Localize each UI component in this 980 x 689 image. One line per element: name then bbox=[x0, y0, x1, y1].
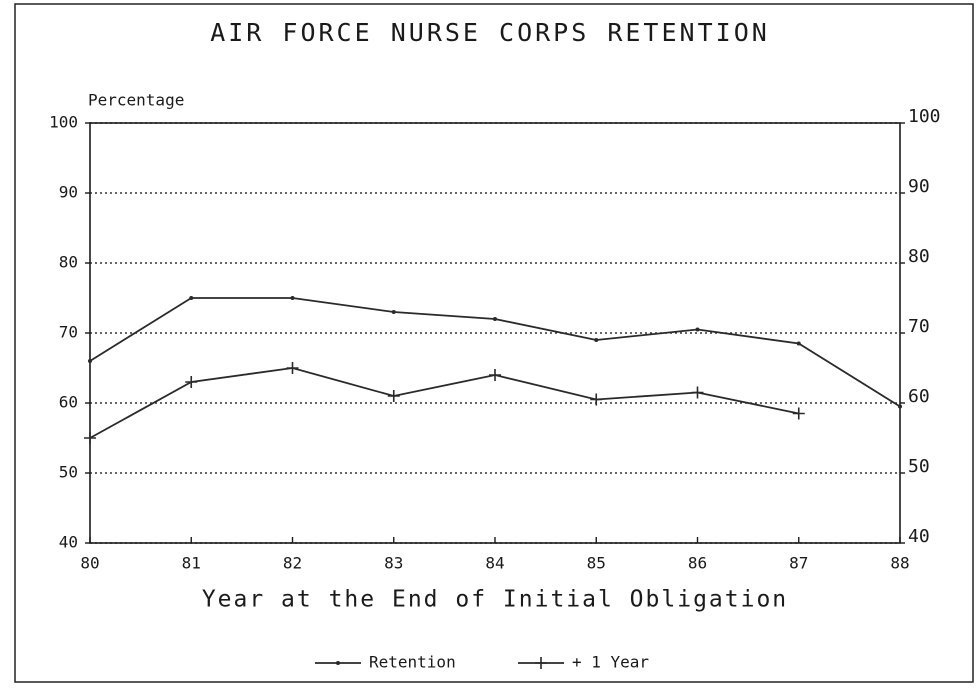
x-tick-label: 87 bbox=[789, 554, 808, 573]
y2-tick-label: 80 bbox=[908, 246, 930, 267]
marker bbox=[391, 310, 396, 314]
series-line bbox=[89, 367, 799, 439]
x-tick-label: 82 bbox=[283, 554, 302, 573]
marker bbox=[489, 369, 501, 381]
y2-tick-label: 60 bbox=[908, 386, 930, 407]
y2-tick-label: 70 bbox=[908, 316, 930, 337]
y2-tick-label: 100 bbox=[908, 106, 941, 127]
marker bbox=[493, 317, 497, 321]
legend-marker bbox=[336, 661, 340, 665]
marker bbox=[898, 404, 902, 409]
chart-title: AIR FORCE NURSE CORPS RETENTION bbox=[210, 18, 770, 47]
marker bbox=[88, 359, 92, 363]
y-tick-label: 80 bbox=[59, 253, 78, 272]
x-tick-label: 88 bbox=[890, 554, 909, 573]
y-tick-label: 100 bbox=[49, 113, 78, 132]
x-tick-label: 83 bbox=[384, 554, 403, 573]
legend-label: + 1 Year bbox=[572, 653, 649, 672]
x-tick-label: 85 bbox=[587, 554, 606, 573]
legend-marker bbox=[535, 657, 547, 669]
marker bbox=[792, 407, 805, 420]
marker bbox=[691, 386, 704, 399]
x-tick-label: 84 bbox=[485, 554, 504, 573]
legend-label: Retention bbox=[369, 653, 456, 672]
marker bbox=[590, 393, 603, 406]
marker bbox=[185, 376, 198, 388]
y2-tick-label: 40 bbox=[908, 526, 930, 547]
marker bbox=[189, 296, 194, 300]
y-tick-label: 90 bbox=[59, 183, 78, 202]
x-axis-label: Year at the End of Initial Obligation bbox=[202, 587, 788, 613]
marker bbox=[695, 327, 700, 332]
y-tick-label: 40 bbox=[59, 533, 78, 552]
marker bbox=[387, 390, 400, 402]
series-line bbox=[89, 297, 901, 408]
x-tick-label: 80 bbox=[80, 554, 99, 573]
y2-tick-label: 50 bbox=[908, 456, 930, 477]
marker bbox=[290, 296, 295, 300]
x-tick-label: 86 bbox=[688, 554, 707, 573]
x-tick-label: 81 bbox=[182, 554, 201, 573]
marker bbox=[286, 362, 299, 374]
y-tick-label: 60 bbox=[59, 393, 78, 412]
marker bbox=[594, 338, 599, 342]
marker bbox=[84, 432, 96, 444]
y-axis-label: Percentage bbox=[88, 91, 184, 110]
y2-tick-label: 90 bbox=[908, 176, 930, 197]
frame bbox=[14, 3, 974, 683]
y-tick-label: 50 bbox=[59, 463, 78, 482]
marker bbox=[796, 341, 801, 346]
y-tick-label: 70 bbox=[59, 323, 78, 342]
